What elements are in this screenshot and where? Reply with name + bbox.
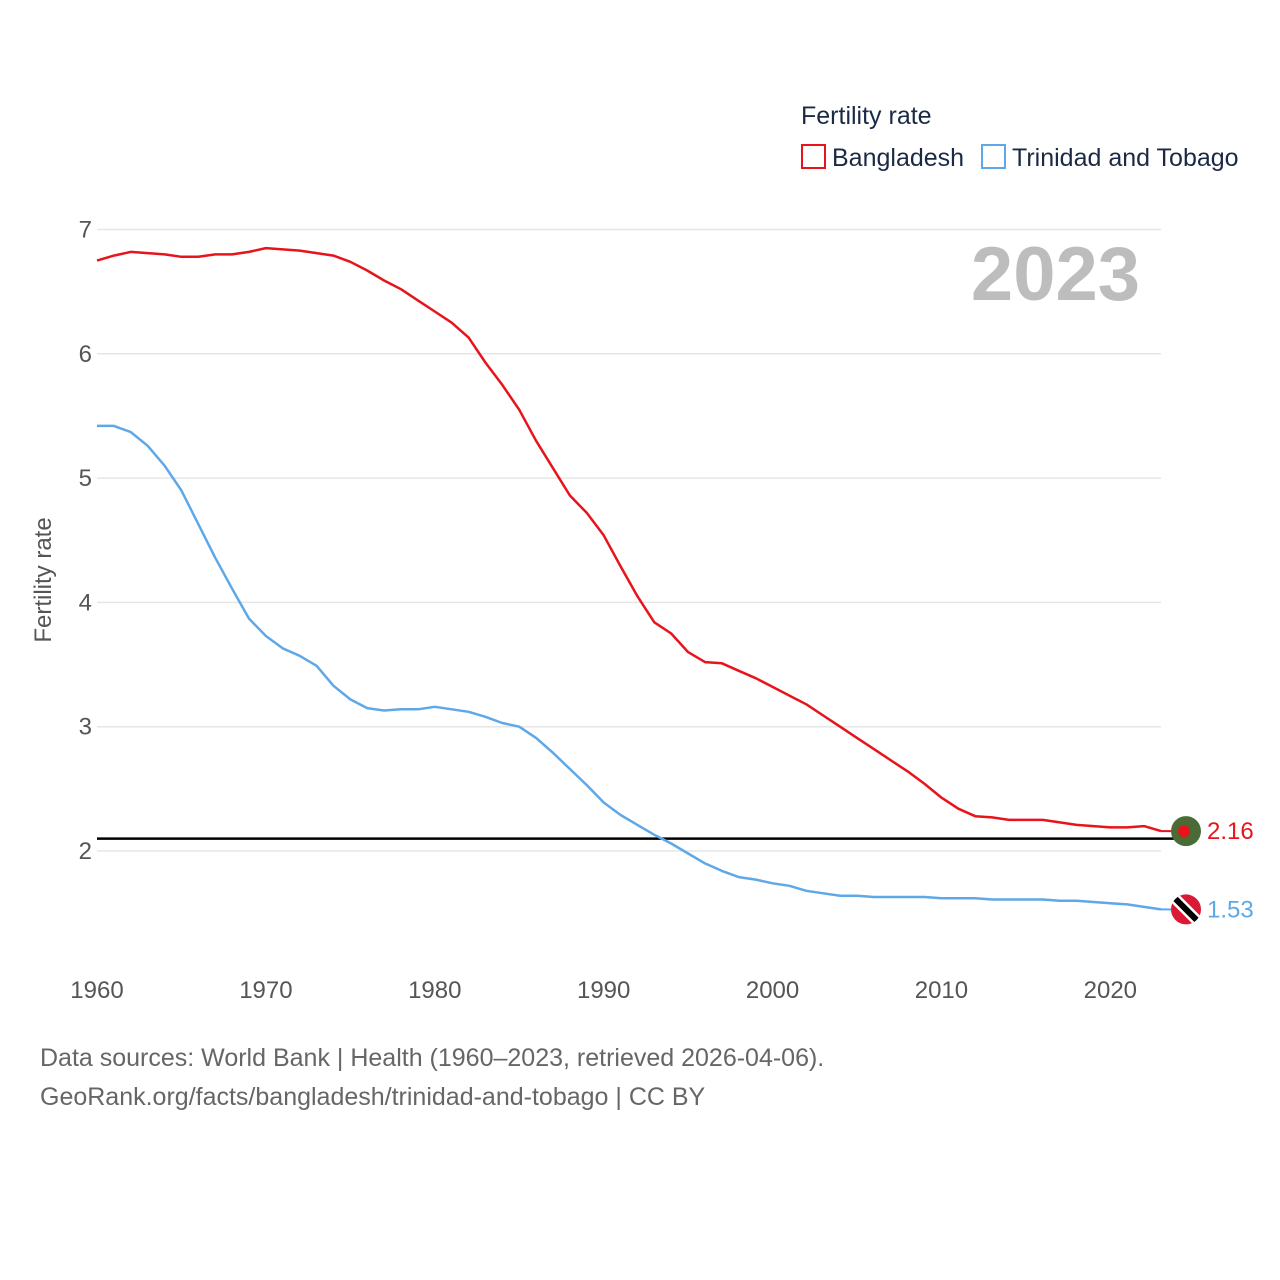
end-value-label-trinidad-and-tobago: 1.53 [1207,896,1254,923]
legend: Fertility rate Bangladesh Trinidad and To… [801,102,1239,172]
x-tick-label-2010: 2010 [915,977,968,1004]
x-tick-label-2020: 2020 [1084,977,1137,1004]
legend-title: Fertility rate [801,102,932,130]
series-layer [96,246,1162,911]
x-axis-ticks: 1960 1970 1980 1990 2000 2010 2020 [70,977,1137,1004]
flag-disc-bangladesh [1178,825,1190,838]
y-axis-ticks: 2 3 4 5 6 7 [79,217,92,866]
y-tick-label-5: 5 [79,465,92,492]
end-markers: 2.16 1.53 [1161,816,1254,925]
series-line-trinidad-and-tobago [97,424,1162,911]
y-tick-label-2: 2 [79,838,92,865]
flag-icon-trinidad-and-tobago [1171,894,1201,925]
y-tick-label-3: 3 [79,714,92,741]
legend-swatch-trinidad-and-tobago[interactable] [981,144,1006,169]
series-line-bangladesh [96,246,1162,833]
legend-items: Bangladesh Trinidad and Tobago [801,144,1239,172]
year-label: 2023 [971,232,1140,317]
gridlines [97,228,1161,852]
end-value-label-bangladesh: 2.16 [1207,818,1254,845]
legend-label-bangladesh[interactable]: Bangladesh [832,144,964,172]
x-tick-label-1970: 1970 [239,977,292,1004]
y-tick-label-4: 4 [79,589,92,616]
x-tick-label-1990: 1990 [577,977,630,1004]
source-line-1: Data sources: World Bank | Health (1960–… [40,1044,825,1072]
y-axis-title: Fertility rate [30,517,57,642]
y-tick-label-7: 7 [79,217,92,244]
x-tick-label-2000: 2000 [746,977,799,1004]
legend-label-trinidad-and-tobago[interactable]: Trinidad and Tobago [1012,144,1239,172]
source-line-2[interactable]: GeoRank.org/facts/bangladesh/trinidad-an… [40,1083,706,1111]
x-tick-label-1980: 1980 [408,977,461,1004]
legend-swatch-bangladesh[interactable] [801,144,826,169]
y-tick-label-6: 6 [79,341,92,368]
x-tick-label-1960: 1960 [70,977,123,1004]
